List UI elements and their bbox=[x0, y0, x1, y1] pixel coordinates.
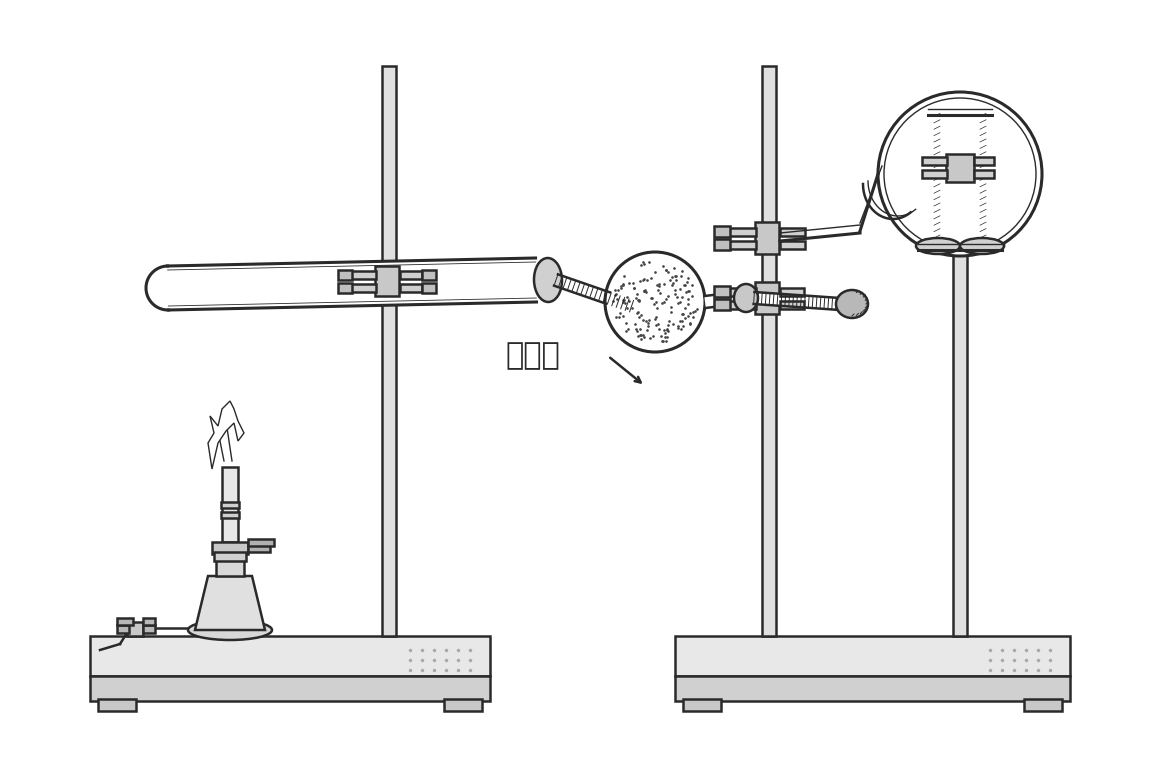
Bar bbox=[728, 241, 756, 249]
Bar bbox=[755, 222, 780, 254]
Polygon shape bbox=[754, 292, 840, 310]
Bar bbox=[90, 676, 490, 701]
Bar bbox=[780, 288, 804, 296]
Bar bbox=[422, 283, 436, 293]
Bar bbox=[143, 618, 155, 625]
Polygon shape bbox=[167, 258, 536, 310]
Bar bbox=[400, 271, 422, 279]
Ellipse shape bbox=[534, 258, 561, 302]
Circle shape bbox=[606, 252, 705, 352]
Bar bbox=[715, 299, 730, 310]
Bar bbox=[728, 228, 756, 236]
Polygon shape bbox=[195, 576, 264, 630]
Text: 乾燥剤: 乾燥剤 bbox=[505, 340, 560, 371]
Bar bbox=[974, 157, 994, 165]
Bar bbox=[715, 239, 730, 250]
Bar bbox=[728, 288, 756, 296]
Ellipse shape bbox=[836, 290, 868, 318]
Bar bbox=[212, 542, 248, 554]
Bar bbox=[126, 622, 143, 636]
Bar bbox=[780, 241, 805, 249]
Ellipse shape bbox=[960, 238, 1005, 254]
Bar bbox=[675, 636, 1070, 676]
Bar bbox=[780, 228, 805, 236]
Circle shape bbox=[884, 98, 1036, 250]
Bar bbox=[216, 546, 244, 576]
Bar bbox=[755, 282, 780, 314]
Bar bbox=[728, 301, 756, 309]
Bar bbox=[974, 170, 994, 178]
Bar bbox=[338, 270, 351, 280]
Bar bbox=[382, 66, 396, 636]
Circle shape bbox=[878, 92, 1042, 256]
Bar bbox=[922, 170, 947, 178]
Polygon shape bbox=[704, 292, 739, 308]
Bar bbox=[954, 201, 967, 636]
Bar bbox=[947, 154, 974, 182]
Bar bbox=[117, 618, 133, 625]
Bar bbox=[780, 301, 804, 309]
Bar bbox=[338, 283, 351, 293]
Bar bbox=[222, 502, 239, 508]
Bar bbox=[675, 676, 1070, 701]
Bar bbox=[222, 467, 238, 542]
Polygon shape bbox=[208, 401, 244, 469]
Bar bbox=[683, 699, 722, 711]
Ellipse shape bbox=[188, 620, 271, 640]
Bar bbox=[350, 271, 376, 279]
Polygon shape bbox=[146, 266, 168, 310]
Bar bbox=[248, 539, 274, 546]
Bar bbox=[213, 552, 246, 561]
Bar bbox=[143, 625, 155, 633]
Polygon shape bbox=[554, 274, 610, 303]
Bar bbox=[762, 66, 776, 636]
Bar bbox=[375, 266, 399, 296]
Ellipse shape bbox=[734, 284, 757, 312]
Bar bbox=[90, 636, 490, 676]
Bar bbox=[350, 284, 376, 292]
Bar bbox=[97, 699, 136, 711]
Bar bbox=[222, 512, 239, 518]
Bar bbox=[248, 544, 270, 552]
Bar bbox=[400, 284, 422, 292]
Bar bbox=[1024, 699, 1063, 711]
Bar bbox=[444, 699, 483, 711]
Bar bbox=[117, 625, 129, 633]
Bar bbox=[715, 226, 730, 237]
Bar bbox=[715, 286, 730, 297]
Bar bbox=[422, 270, 436, 280]
Bar bbox=[922, 157, 947, 165]
Ellipse shape bbox=[916, 238, 960, 254]
